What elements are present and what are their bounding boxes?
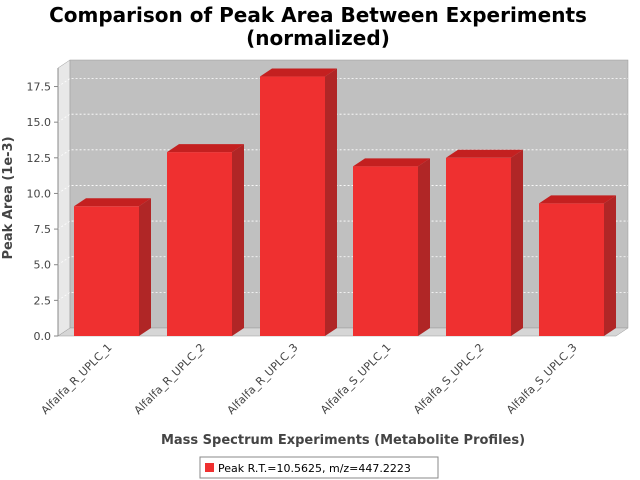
- bar-front: [167, 152, 232, 336]
- x-tick-label: Alfalfa_R_UPLC_3: [225, 341, 301, 417]
- bar-top: [353, 158, 430, 167]
- x-tick-label: Alfalfa_R_UPLC_1: [39, 341, 115, 417]
- legend-swatch: [205, 463, 214, 472]
- bar-front: [539, 203, 604, 336]
- bar: [539, 195, 616, 336]
- bar-front: [446, 157, 511, 336]
- legend-label: Peak R.T.=10.5625, m/z=447.2223: [218, 462, 411, 475]
- x-axis-label: Mass Spectrum Experiments (Metabolite Pr…: [161, 433, 525, 448]
- legend-frame: [199, 456, 439, 479]
- chart-subtitle: (normalized): [246, 26, 390, 50]
- bar-side: [511, 149, 523, 336]
- y-tick-label: 10.0: [27, 187, 52, 200]
- gridline: [57, 113, 628, 123]
- bar-top: [539, 195, 616, 204]
- plot-left-wall: [57, 59, 71, 337]
- gridline: [57, 78, 628, 87]
- bar-side: [604, 195, 616, 336]
- y-tick-label: 15.0: [27, 116, 52, 129]
- legend: Peak R.T.=10.5625, m/z=447.2223: [199, 456, 439, 479]
- y-tick-label: 7.5: [34, 223, 52, 236]
- bar: [167, 144, 244, 336]
- y-axis: 0.0 2.5 5.0 7.5 10.0 12.5 15.0 17.5: [27, 68, 59, 343]
- gridline: [57, 291, 628, 301]
- gridline: [57, 256, 628, 266]
- bar-front: [260, 76, 325, 336]
- y-tick-label: 12.5: [27, 152, 52, 165]
- y-axis-label: Peak Area (1e-3): [1, 136, 16, 259]
- gridlines: [57, 78, 628, 301]
- x-tick-label: Alfalfa_S_UPLC_3: [504, 341, 580, 417]
- x-tick-label: Alfalfa_R_UPLC_2: [132, 341, 208, 417]
- bar-front: [74, 206, 139, 336]
- bars: [74, 68, 616, 336]
- bar-top: [167, 144, 244, 153]
- y-tick-label: 5.0: [34, 259, 52, 272]
- gridline: [57, 220, 628, 230]
- bar: [260, 68, 337, 336]
- bar-top: [74, 198, 151, 207]
- x-axis: Alfalfa_R_UPLC_1 Alfalfa_R_UPLC_2 Alfalfa_…: [39, 341, 580, 417]
- chart-title: Comparison of Peak Area Between Experime…: [49, 3, 587, 27]
- y-tick-label: 0.0: [34, 330, 52, 343]
- bar-side: [418, 158, 430, 336]
- x-tick-label: Alfalfa_S_UPLC_1: [318, 341, 394, 417]
- bar-side: [325, 68, 337, 336]
- x-tick-label: Alfalfa_S_UPLC_2: [411, 341, 487, 417]
- plot-back-wall: [69, 59, 629, 329]
- plot-area: [57, 59, 629, 337]
- bar-top: [260, 68, 337, 77]
- y-tick-label: 2.5: [34, 294, 52, 307]
- bar: [353, 158, 430, 336]
- gridline: [57, 185, 628, 194]
- gridline: [57, 149, 628, 159]
- bar-side: [139, 198, 151, 336]
- bar-side: [232, 144, 244, 336]
- bar-front: [353, 166, 418, 336]
- y-tick-label: 17.5: [27, 81, 52, 94]
- bar: [446, 149, 523, 336]
- bar: [74, 198, 151, 336]
- bar-top: [446, 149, 523, 158]
